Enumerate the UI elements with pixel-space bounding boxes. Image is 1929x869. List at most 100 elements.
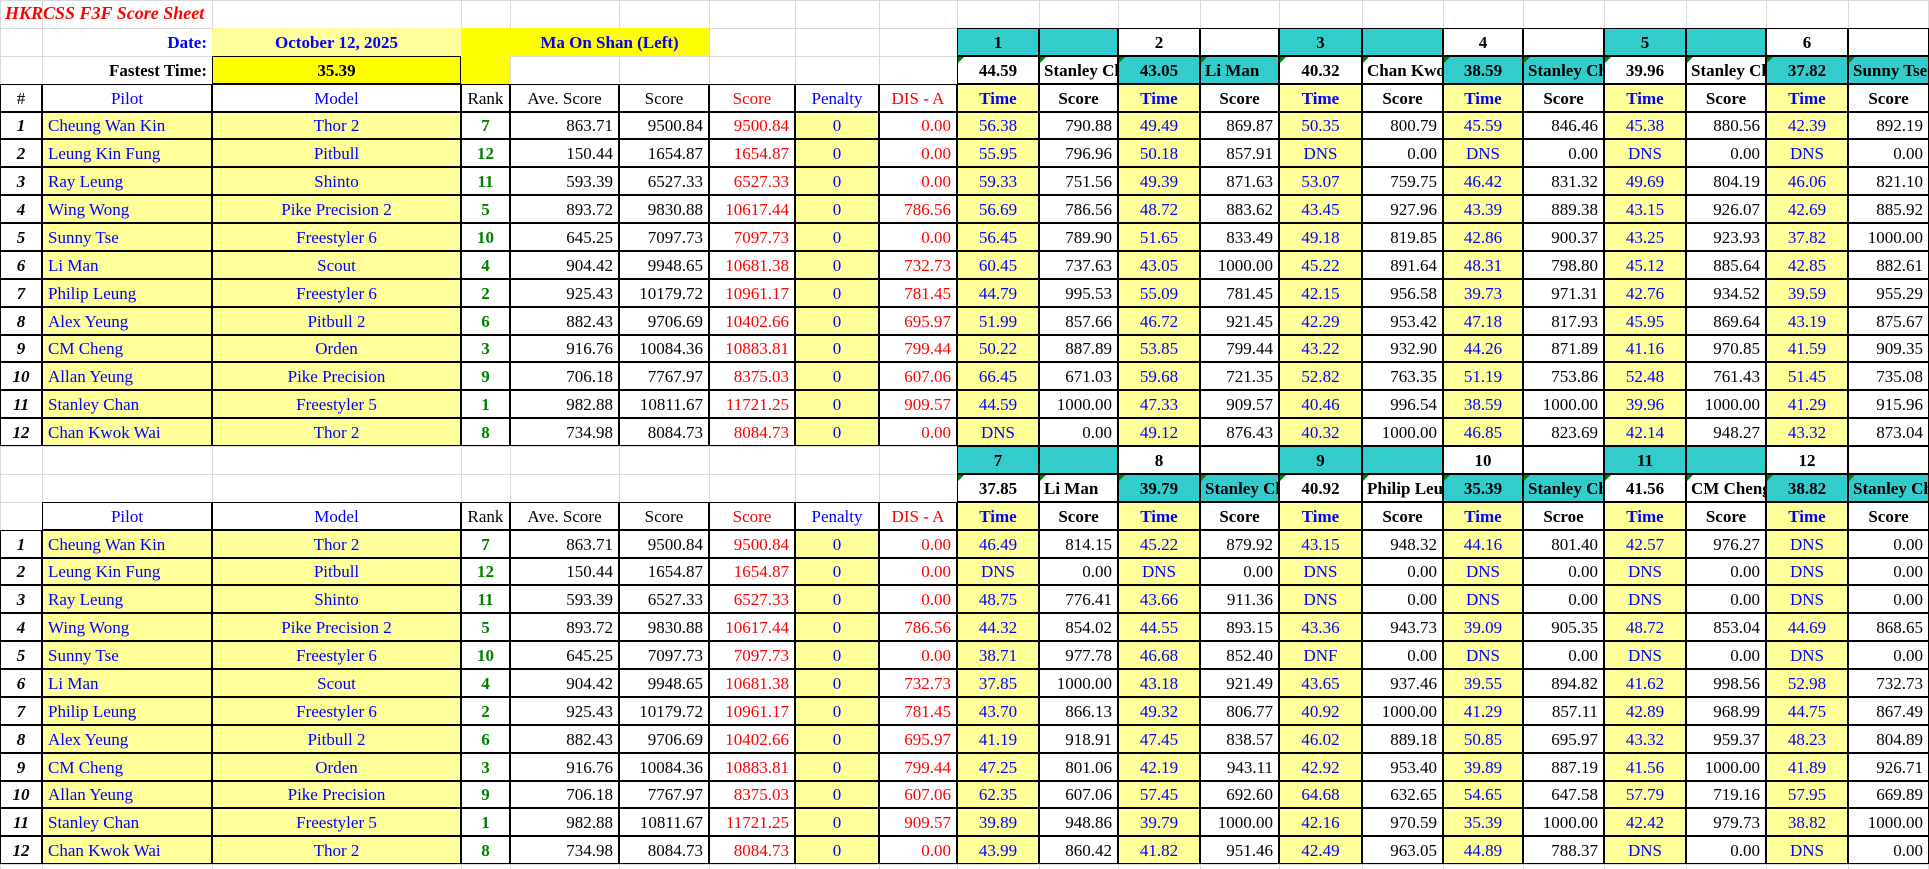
round-time-cell: 43.32 [1766,418,1848,446]
col-header-time: Time [1443,502,1523,530]
pilot-total-score: 1654.87 [709,558,795,585]
pilot-score: 9830.88 [619,613,709,641]
round-score-cell: 719.16 [1686,781,1766,808]
round-score-cell: 833.49 [1200,223,1279,251]
round-score-cell: 0.00 [1362,139,1443,167]
round-score-cell: 891.64 [1362,251,1443,279]
round-score-cell: 632.65 [1362,781,1443,808]
pilot-rank: 10 [461,223,510,251]
round-score-cell: 977.78 [1039,641,1118,669]
round-score-cell: 926.07 [1686,195,1766,223]
pilot-penalty: 0 [795,753,879,781]
pilot-ave-score: 593.39 [510,167,619,195]
round-score-cell: 1000.00 [1686,753,1766,781]
pilot-model: Pitbull [212,558,461,585]
round-score-cell: 889.38 [1523,195,1604,223]
pilot-model: Freestyler 5 [212,390,461,418]
round-time-cell: DNS [1766,139,1848,167]
round-time-cell: DNS [1604,558,1686,585]
pilot-index: 6 [0,251,42,279]
pilot-model: Scout [212,669,461,697]
round-time-cell: 49.69 [1604,167,1686,195]
pilot-name: Stanley Chan [42,808,212,836]
round-time-cell: 44.55 [1118,613,1200,641]
round-time-cell: 43.36 [1279,613,1362,641]
round-score-cell: 796.96 [1039,139,1118,167]
round-time-cell: 41.19 [957,725,1039,753]
round-score-cell: 979.73 [1686,808,1766,836]
round-time-cell: 53.85 [1118,335,1200,362]
pilot-score: 7767.97 [619,362,709,390]
round-score-cell: 763.35 [1362,362,1443,390]
round-score-cell: 1000.00 [1362,418,1443,446]
round-score-cell: 887.89 [1039,335,1118,362]
round-time-cell: 45.22 [1279,251,1362,279]
round-number-spacer [1686,446,1766,474]
round-score-cell: 0.00 [1848,530,1929,558]
round-time-cell: 49.12 [1118,418,1200,446]
pilot-ave-score: 645.25 [510,641,619,669]
pilot-name: Allan Yeung [42,362,212,390]
round-score-cell: 607.06 [1039,781,1118,808]
round-time-cell: 37.85 [957,669,1039,697]
col-header-score: Score [619,84,709,112]
date-value: October 12, 2025 [212,28,461,56]
col-header-time: Time [1604,84,1686,112]
pilot-index: 11 [0,808,42,836]
col-header-score: Score [619,502,709,530]
pilot-index: 1 [0,530,42,558]
round-score-cell: 860.42 [1039,836,1118,864]
pilot-name: CM Cheng [42,335,212,362]
round-score-cell: 831.32 [1523,167,1604,195]
round-score-cell: 885.64 [1686,251,1766,279]
round-time-cell: 46.06 [1766,167,1848,195]
round-score-cell: 761.43 [1686,362,1766,390]
pilot-penalty: 0 [795,167,879,195]
pilot-ave-score: 925.43 [510,279,619,307]
pilot-index: 2 [0,139,42,167]
round-score-cell: 0.00 [1362,641,1443,669]
round-time-cell: 42.89 [1604,697,1686,725]
pilot-rank: 9 [461,362,510,390]
round-score-cell: 918.91 [1039,725,1118,753]
round-time-cell: 42.29 [1279,307,1362,335]
pilot-ave-score: 882.43 [510,725,619,753]
pilot-model: Pike Precision 2 [212,613,461,641]
pilot-ave-score: 882.43 [510,307,619,335]
pilot-total-score: 6527.33 [709,585,795,613]
round-time-cell: 43.05 [1118,251,1200,279]
round-time-cell: 42.16 [1279,808,1362,836]
pilot-total-score: 11721.25 [709,808,795,836]
col-header-round-score: Score [1523,84,1604,112]
round-score-cell: 934.52 [1686,279,1766,307]
pilot-rank: 4 [461,251,510,279]
round-score-cell: 0.00 [1039,558,1118,585]
pilot-name: CM Cheng [42,753,212,781]
round-score-cell: 937.46 [1362,669,1443,697]
pilot-model: Freestyler 6 [212,697,461,725]
round-best-time: 38.59 [1443,56,1523,84]
sheet-title: HKRCSS F3F Score Sheet [5,3,205,23]
pilot-ave-score: 593.39 [510,585,619,613]
round-time-cell: 41.82 [1118,836,1200,864]
round-best-pilot: Stanley Chan [1686,56,1766,84]
round-time-cell: DNS [1604,836,1686,864]
round-score-cell: 0.00 [1200,558,1279,585]
pilot-rank: 1 [461,808,510,836]
round-time-cell: 42.19 [1118,753,1200,781]
pilot-model: Pitbull [212,139,461,167]
pilot-rank: 11 [461,585,510,613]
round-time-cell: 47.33 [1118,390,1200,418]
round-score-cell: 875.67 [1848,307,1929,335]
round-time-cell: 43.18 [1118,669,1200,697]
round-time-cell: DNS [1443,585,1523,613]
col-header-round-score: Score [1039,502,1118,530]
fastest-time-label: Fastest Time: [108,60,207,80]
round-score-cell: 0.00 [1362,558,1443,585]
round-number-spacer [1686,28,1766,56]
round-best-time: 35.39 [1443,474,1523,502]
round-time-cell: 55.09 [1118,279,1200,307]
col-header-total-score: Score [709,502,795,530]
round-time-cell: 41.16 [1604,335,1686,362]
round-time-cell: 46.68 [1118,641,1200,669]
